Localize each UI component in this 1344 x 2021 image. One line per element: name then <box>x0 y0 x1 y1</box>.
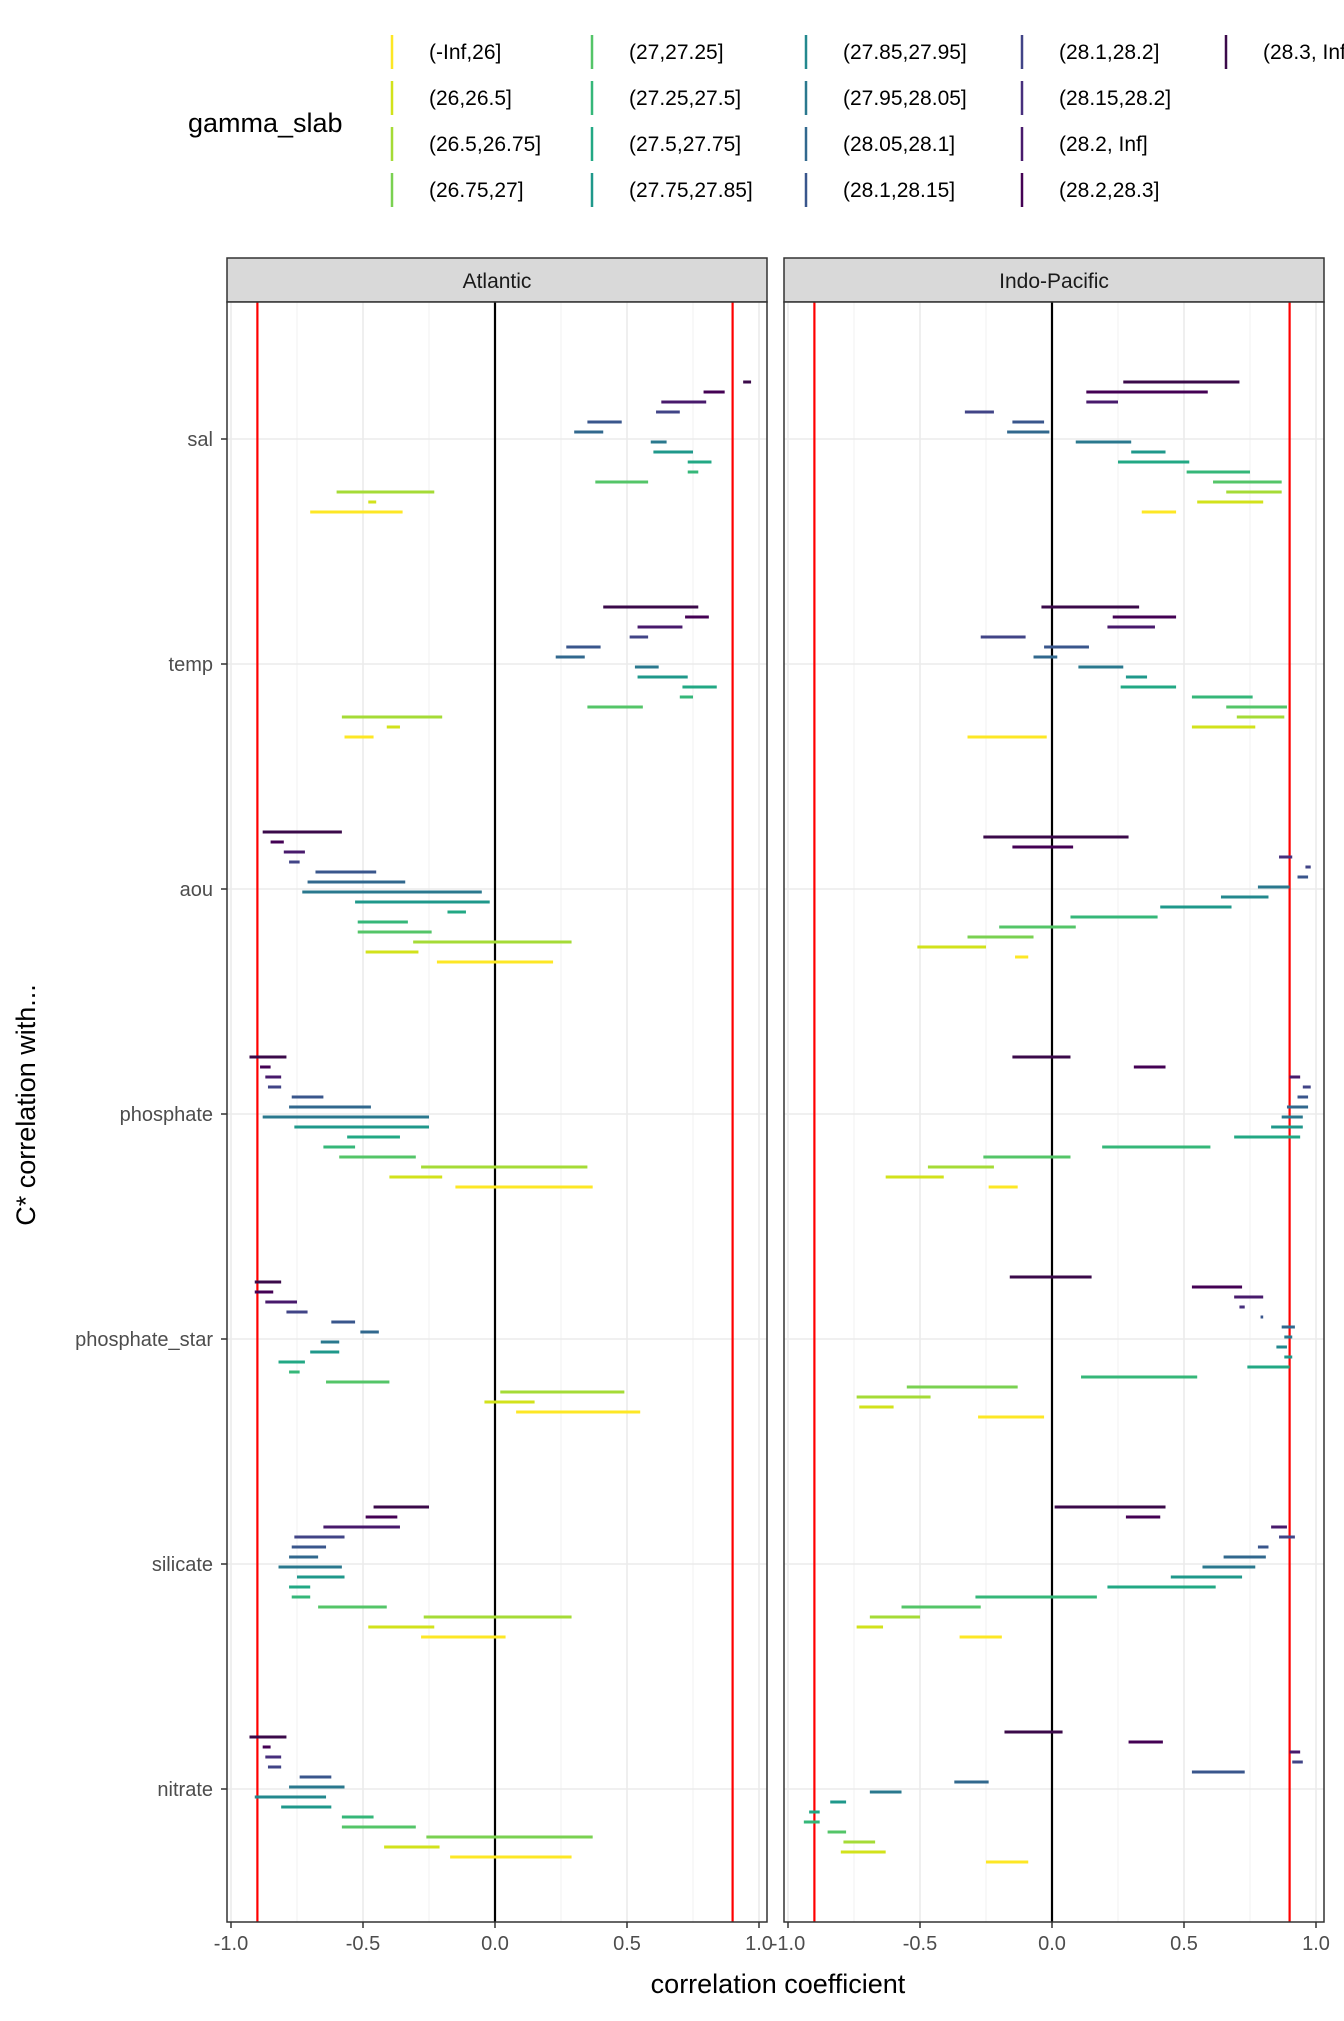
x-tick-label-1-1: -0.5 <box>903 1933 937 1955</box>
legend-label-14: (28.2, Inf] <box>1059 133 1148 156</box>
x-tick-label-1-3: 0.5 <box>1170 1933 1198 1955</box>
axes: correlation coefficient C* correlation w… <box>11 429 906 1999</box>
legend-label-8: (27.85,27.95] <box>843 41 967 64</box>
legend-label-9: (27.95,28.05] <box>843 87 967 110</box>
panel-border-1 <box>783 301 1325 1923</box>
y-tick-label-aou: aou <box>180 879 213 901</box>
y-axis-title: C* correlation with... <box>11 984 41 1226</box>
x-tick-label-1-4: 1.0 <box>1302 1933 1330 1955</box>
legend: gamma_slab (-Inf,26] (26,26.5] (26.5,26.75… <box>188 35 1344 207</box>
y-tick-label-temp: temp <box>169 654 213 676</box>
legend-label-13: (28.15,28.2] <box>1059 87 1171 110</box>
panel-bg-1 <box>784 302 1324 1922</box>
legend-label-4: (27,27.25] <box>629 41 724 64</box>
x-axis-title: correlation coefficient <box>651 1969 906 1999</box>
panel-1: Indo-Pacific -1.0 -0.5 0.0 0.5 1.0 <box>771 257 1330 1955</box>
legend-label-0: (-Inf,26] <box>429 41 501 64</box>
y-tick-label-phosphate_star: phosphate_star <box>75 1329 213 1351</box>
legend-label-12: (28.1,28.2] <box>1059 41 1159 64</box>
panel-bg-0 <box>227 302 767 1922</box>
y-tick-label-nitrate: nitrate <box>157 1779 213 1801</box>
strip-0 <box>226 257 768 303</box>
legend-label-5: (27.25,27.5] <box>629 87 741 110</box>
panel-0: Atlantic -1.0 -0.5 0.0 0.5 1.0 <box>214 257 773 1955</box>
x-tick-label-0-3: 0.5 <box>613 1933 641 1955</box>
x-tick-label-1-2: 0.0 <box>1038 1933 1066 1955</box>
legend-title: gamma_slab <box>188 108 343 138</box>
panel-border-0 <box>226 301 768 1923</box>
x-tick-label-1-0: -1.0 <box>771 1933 805 1955</box>
legend-label-16: (28.3, Inf] <box>1263 41 1344 64</box>
legend-label-11: (28.1,28.15] <box>843 179 955 202</box>
x-tick-label-0-2: 0.0 <box>481 1933 509 1955</box>
strip-label-0: Atlantic <box>463 270 532 293</box>
y-tick-label-silicate: silicate <box>152 1554 213 1576</box>
legend-label-2: (26.5,26.75] <box>429 133 541 156</box>
legend-label-7: (27.75,27.85] <box>629 179 753 202</box>
legend-label-1: (26,26.5] <box>429 87 512 110</box>
legend-label-15: (28.2,28.3] <box>1059 179 1159 202</box>
y-tick-label-phosphate: phosphate <box>120 1104 213 1126</box>
legend-label-3: (26.75,27] <box>429 179 524 202</box>
x-tick-label-0-0: -1.0 <box>214 1933 248 1955</box>
x-tick-label-0-1: -0.5 <box>346 1933 380 1955</box>
legend-label-6: (27.5,27.75] <box>629 133 741 156</box>
x-tick-label-0-4: 1.0 <box>745 1933 773 1955</box>
strip-label-1: Indo-Pacific <box>999 270 1109 293</box>
legend-label-10: (28.05,28.1] <box>843 133 955 156</box>
y-tick-label-sal: sal <box>187 429 213 451</box>
panels: Atlantic -1.0 -0.5 0.0 0.5 1.0 Indo-Pacific -1.… <box>214 257 1330 1955</box>
